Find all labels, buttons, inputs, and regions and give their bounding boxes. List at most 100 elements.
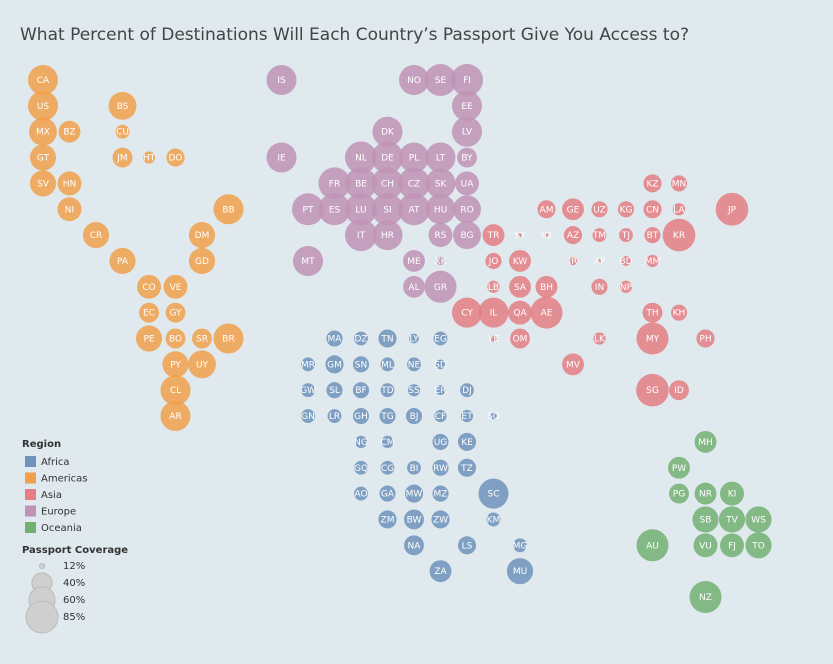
- country-bubble: [643, 200, 662, 219]
- country-bubble: [509, 275, 531, 298]
- country-bubble: [451, 90, 483, 121]
- country-bubble: [457, 458, 477, 477]
- country-bubble: [326, 382, 343, 399]
- country-code: DE: [381, 154, 394, 164]
- country-code: MV: [566, 360, 581, 370]
- country-code: KE: [461, 438, 473, 448]
- country-bubble: [352, 356, 370, 373]
- country-bubble: [485, 252, 502, 270]
- country-bubble: [745, 506, 772, 533]
- country-code: MX: [36, 128, 50, 138]
- country-bubble: [425, 194, 456, 225]
- country-code: TN: [380, 335, 393, 345]
- country-bubble: [301, 409, 315, 423]
- country-bubble: [433, 331, 448, 346]
- country-code: CG: [381, 464, 394, 474]
- country-bubble: [57, 197, 82, 222]
- country-code: LR: [329, 412, 340, 422]
- size-legend-label: 40%: [63, 578, 85, 589]
- country-code: ZW: [433, 515, 448, 525]
- country-code: IQ: [542, 231, 552, 241]
- country-code: US: [37, 102, 50, 112]
- country-code: JO: [488, 257, 499, 267]
- country-code: PG: [673, 490, 685, 500]
- legend-label: Oceania: [41, 523, 82, 534]
- country-code: GQ: [354, 464, 368, 474]
- country-code: LT: [436, 154, 446, 164]
- country-code: DK: [381, 128, 395, 138]
- country-code: BG: [461, 231, 474, 241]
- country-code: AU: [646, 541, 659, 551]
- country-code: MM: [645, 257, 661, 267]
- country-code: SB: [700, 515, 712, 525]
- country-bubble: [643, 174, 662, 193]
- country-bubble: [163, 274, 188, 299]
- country-bubble: [720, 533, 744, 558]
- country-bubble: [431, 510, 450, 529]
- country-bubble: [352, 382, 370, 399]
- country-code: UG: [434, 438, 448, 448]
- country-bubble: [188, 247, 216, 275]
- country-code: SY: [514, 231, 526, 241]
- country-code: BZ: [63, 128, 75, 138]
- country-code: SG: [646, 386, 659, 396]
- country-code: QA: [513, 309, 527, 319]
- country-bubble: [490, 412, 497, 420]
- country-bubble: [266, 142, 297, 173]
- country-bubble: [345, 141, 377, 174]
- country-code: TH: [645, 309, 658, 319]
- country-code: MT: [301, 257, 315, 267]
- country-code: GH: [354, 412, 368, 422]
- country-code: HR: [381, 231, 394, 241]
- country-bubble: [109, 247, 136, 275]
- country-code: ES: [329, 205, 341, 215]
- country-bubble: [535, 275, 558, 298]
- country-bubble: [137, 274, 161, 299]
- country-code: IR: [569, 257, 578, 267]
- country-code: LK: [594, 335, 606, 345]
- country-code: BI: [410, 464, 419, 474]
- country-code: MR: [301, 360, 315, 370]
- country-bubble: [451, 116, 483, 147]
- country-code: XK: [434, 257, 447, 267]
- country-bubble: [487, 280, 500, 293]
- country-code: NG: [354, 438, 368, 448]
- country-bubble: [636, 373, 669, 407]
- country-code: JM: [116, 154, 127, 164]
- country-code: GY: [169, 309, 182, 319]
- country-bubble: [453, 195, 481, 224]
- country-bubble: [617, 201, 635, 218]
- legend-label: Europe: [41, 507, 76, 518]
- country-code: BB: [222, 205, 234, 215]
- country-bubble: [345, 219, 377, 252]
- country-bubble: [380, 383, 395, 398]
- size-legend-title: Passport Coverage: [22, 545, 128, 556]
- country-bubble: [457, 432, 477, 451]
- country-code: SV: [37, 179, 50, 189]
- country-bubble: [455, 171, 479, 196]
- country-code: CR: [90, 231, 103, 241]
- country-code: BR: [222, 335, 234, 345]
- country-bubble: [404, 509, 424, 530]
- country-code: BO: [169, 335, 182, 345]
- country-bubble: [378, 329, 397, 348]
- country-bubble: [644, 227, 661, 244]
- country-code: GM: [327, 360, 342, 370]
- country-bubble: [593, 332, 606, 345]
- country-code: FI: [463, 76, 471, 86]
- country-code: DJ: [462, 386, 472, 396]
- country-code: CF: [435, 412, 446, 422]
- country-bubble: [160, 375, 191, 406]
- country-bubble: [432, 433, 449, 450]
- country-bubble: [301, 383, 315, 398]
- country-code: CZ: [408, 179, 420, 189]
- country-code: JP: [727, 205, 737, 215]
- country-bubble: [318, 167, 351, 200]
- country-bubble: [619, 228, 633, 243]
- country-bubble: [372, 220, 403, 251]
- country-bubble: [693, 533, 718, 558]
- country-code: NR: [699, 490, 712, 500]
- country-code: NI: [65, 205, 74, 215]
- country-bubble: [563, 226, 583, 245]
